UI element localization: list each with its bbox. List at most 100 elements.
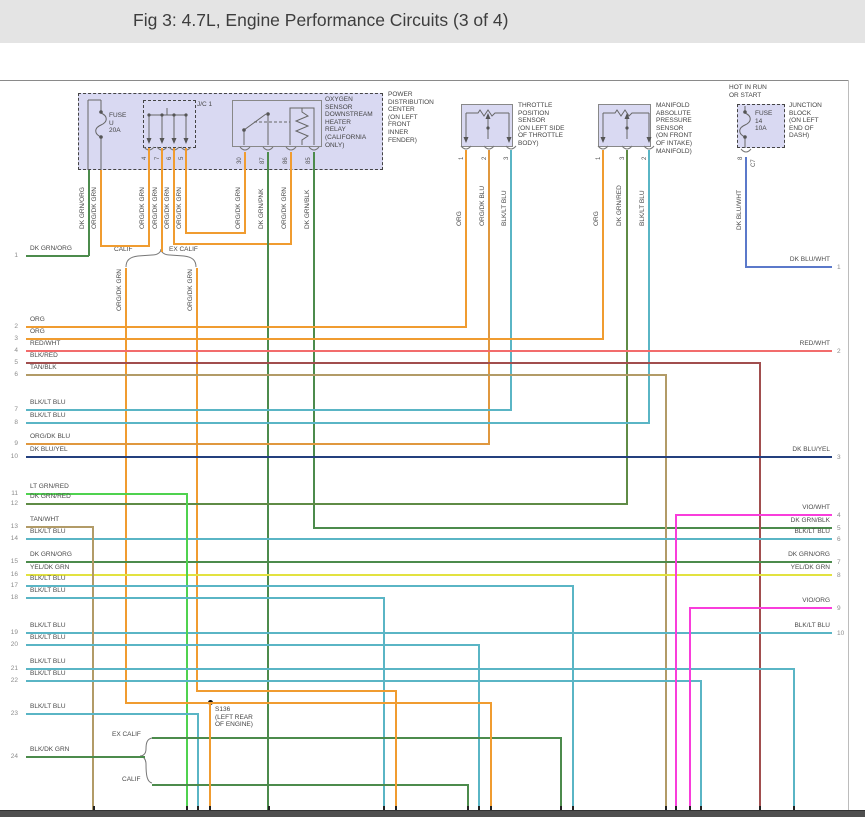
pin-number: 30 <box>237 157 243 164</box>
left-row-label: BLK/LT BLU <box>30 622 66 629</box>
wire-segment <box>26 409 512 411</box>
connector-tick <box>490 806 492 810</box>
wire-segment <box>244 152 246 234</box>
wire-color-label: DK GRN/ORG <box>79 187 86 229</box>
right-row-label: BLK/LT BLU <box>794 528 830 535</box>
left-row-number: 1 <box>14 252 18 259</box>
wire-color-label: ORG/DK GRN <box>164 187 171 229</box>
jc1-label: J/C 1 <box>197 101 213 108</box>
wire-segment <box>26 374 667 376</box>
ex-calif-bottom-label: EX CALIF <box>112 731 141 738</box>
wire-segment <box>26 756 145 758</box>
wire-segment <box>26 680 702 682</box>
left-row-number: 23 <box>10 710 18 717</box>
wire-segment <box>161 148 163 252</box>
left-row-number: 12 <box>10 500 18 507</box>
left-row-label: BLK/LT BLU <box>30 399 66 406</box>
wire-color-label: ORG/DK GRN <box>176 187 183 229</box>
connector-tick <box>665 806 667 810</box>
diagram-top-border <box>0 80 849 81</box>
connector-tick <box>700 806 702 810</box>
left-row-label: DK BLU/YEL <box>30 446 68 453</box>
connector-tick <box>689 806 691 810</box>
calif-bottom-label: CALIF <box>122 776 141 783</box>
wire-color-label: ORG/DK GRN <box>139 187 146 229</box>
left-row-label: BLK/LT BLU <box>30 670 66 677</box>
wire-segment <box>148 148 150 247</box>
left-row-label: DK GRN/ORG <box>30 551 72 558</box>
wire-segment <box>488 150 490 445</box>
wire-segment <box>793 668 795 810</box>
wire-segment <box>26 350 832 352</box>
wire-segment <box>26 538 832 540</box>
wire-segment <box>675 514 832 516</box>
wire-color-label: ORG/DK GRN <box>281 187 288 229</box>
wire-segment <box>290 152 292 245</box>
left-row-number: 7 <box>14 406 18 413</box>
left-row-label: BLK/LT BLU <box>30 703 66 710</box>
wire-segment <box>26 713 199 715</box>
left-row-number: 24 <box>10 753 18 760</box>
wire-segment <box>26 443 490 445</box>
connector-tick <box>675 806 677 810</box>
left-row-label: DK GRN/RED <box>30 493 71 500</box>
left-row-label: ORG <box>30 328 45 335</box>
wire-segment <box>26 503 628 505</box>
left-row-label: BLK/LT BLU <box>30 634 66 641</box>
right-row-number: 4 <box>837 512 841 519</box>
wire-segment <box>689 607 832 609</box>
wire-segment <box>185 148 187 234</box>
connector-tick <box>209 806 211 810</box>
junction-connector-jc1-box <box>143 100 196 148</box>
wire-segment <box>759 362 761 810</box>
oxygen-sensor-relay-box <box>232 100 322 147</box>
right-row-number: 8 <box>837 572 841 579</box>
left-row-label: BLK/LT BLU <box>30 658 66 665</box>
wire-segment <box>100 170 102 247</box>
wire-segment <box>490 702 492 810</box>
wire-segment <box>26 597 385 599</box>
wire-segment <box>745 157 747 268</box>
wire-segment <box>26 493 188 495</box>
wire-segment <box>209 702 492 704</box>
left-row-number: 17 <box>10 582 18 589</box>
pin-number: 1 <box>459 156 465 160</box>
right-row-label: VIO/WHT <box>802 504 830 511</box>
left-row-label: RED/WHT <box>30 340 61 347</box>
left-row-label: ORG <box>30 316 45 323</box>
wire-segment <box>478 644 480 810</box>
pin-number: 2 <box>482 156 488 160</box>
connector-tick <box>197 806 199 810</box>
right-row-number: 5 <box>837 525 841 532</box>
pin-number: 3 <box>504 156 510 160</box>
wire-segment <box>572 585 574 810</box>
right-row-label: YEL/DK GRN <box>790 564 830 571</box>
connector-tick <box>93 806 95 810</box>
wire-segment <box>173 148 175 245</box>
wire-segment <box>465 150 467 328</box>
throttle-position-sensor-box <box>461 104 513 147</box>
title-bar: Fig 3: 4.7L, Engine Performance Circuits… <box>0 0 865 43</box>
fuse-14-label: FUSE 14 10A <box>755 110 773 133</box>
connector-tick <box>395 806 397 810</box>
wire-color-label: ORG <box>593 211 600 226</box>
wire-segment <box>395 690 397 810</box>
right-row-label: BLK/LT BLU <box>794 622 830 629</box>
wire-segment <box>467 784 469 810</box>
fuse-u-label: FUSE U 20A <box>109 112 127 135</box>
wire-color-label: DK GRN/RED <box>616 185 623 226</box>
hot-in-run-label: HOT IN RUN OR START <box>729 84 767 99</box>
left-row-number: 15 <box>10 558 18 565</box>
left-row-label: BLK/LT BLU <box>30 412 66 419</box>
splice-s136-label: S136 (LEFT REAR OF ENGINE) <box>215 706 253 729</box>
right-row-number: 6 <box>837 536 841 543</box>
connector-tick <box>572 806 574 810</box>
wire-color-label: ORG/DK GRN <box>235 187 242 229</box>
wire-segment <box>173 243 292 245</box>
left-row-number: 19 <box>10 629 18 636</box>
left-row-label: BLK/LT BLU <box>30 587 66 594</box>
wire-color-label: DK GRN/BLK <box>304 189 311 229</box>
wire-segment <box>26 422 650 424</box>
right-row-label: DK BLU/WHT <box>789 256 830 263</box>
pcm-connector-bar <box>0 810 865 817</box>
